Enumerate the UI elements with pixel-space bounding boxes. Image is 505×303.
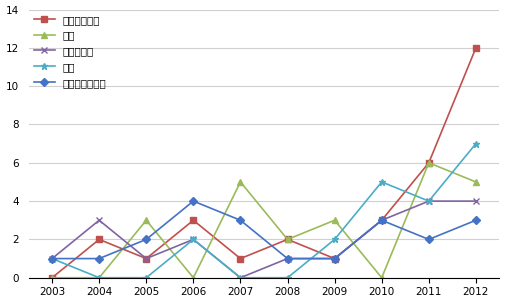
生保・損保 [237, 276, 243, 280]
食品 [143, 218, 149, 222]
ソフト・情報 [473, 46, 479, 50]
生保・損保 [379, 218, 385, 222]
Line: 食品: 食品 [49, 160, 479, 281]
生保・損保 [143, 257, 149, 260]
Legend: ソフト・情報, 食品, 生保・損保, 鉄鉰, その他販売・卸: ソフト・情報, 食品, 生保・損保, 鉄鉰, その他販売・卸 [31, 12, 110, 91]
その他販売・卸 [284, 257, 290, 260]
ソフト・情報 [49, 276, 55, 280]
食品 [473, 180, 479, 184]
鉄鉰 [190, 238, 196, 241]
食品 [49, 276, 55, 280]
ソフト・情報 [96, 238, 102, 241]
その他販売・卸 [426, 238, 432, 241]
食品 [190, 276, 196, 280]
その他販売・卸 [96, 257, 102, 260]
その他販売・卸 [379, 218, 385, 222]
その他販売・卸 [237, 218, 243, 222]
その他販売・卸 [49, 257, 55, 260]
鉄鉰 [284, 276, 290, 280]
鉄鉰 [332, 238, 338, 241]
ソフト・情報 [143, 257, 149, 260]
生保・損保 [49, 257, 55, 260]
鉄鉰 [49, 257, 55, 260]
生保・損保 [426, 199, 432, 203]
生保・損保 [473, 199, 479, 203]
その他販売・卸 [143, 238, 149, 241]
食品 [379, 276, 385, 280]
ソフト・情報 [426, 161, 432, 165]
生保・損保 [96, 218, 102, 222]
Line: ソフト・情報: ソフト・情報 [49, 45, 479, 281]
鉄鉰 [96, 276, 102, 280]
その他販売・卸 [332, 257, 338, 260]
鉄鉰 [143, 276, 149, 280]
Line: 鉄鉰: 鉄鉰 [49, 141, 479, 281]
鉄鉰 [473, 142, 479, 145]
鉄鉰 [426, 199, 432, 203]
Line: 生保・損保: 生保・損保 [49, 198, 479, 281]
Line: その他販売・卸: その他販売・卸 [49, 198, 479, 262]
食品 [237, 180, 243, 184]
生保・損保 [284, 257, 290, 260]
その他販売・卸 [190, 199, 196, 203]
その他販売・卸 [473, 218, 479, 222]
生保・損保 [332, 257, 338, 260]
食品 [332, 218, 338, 222]
食品 [96, 276, 102, 280]
食品 [284, 238, 290, 241]
ソフト・情報 [190, 218, 196, 222]
ソフト・情報 [379, 218, 385, 222]
ソフト・情報 [332, 257, 338, 260]
鉄鉰 [379, 180, 385, 184]
ソフト・情報 [237, 257, 243, 260]
食品 [426, 161, 432, 165]
生保・損保 [190, 238, 196, 241]
ソフト・情報 [284, 238, 290, 241]
鉄鉰 [237, 276, 243, 280]
